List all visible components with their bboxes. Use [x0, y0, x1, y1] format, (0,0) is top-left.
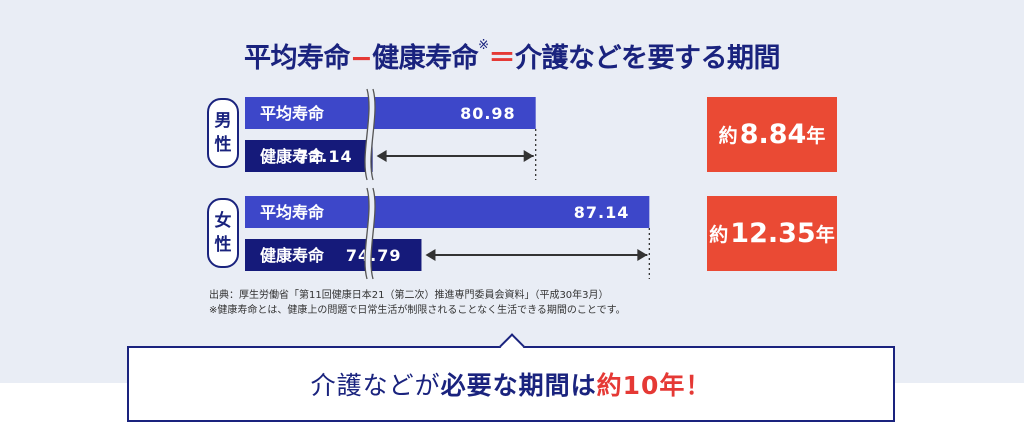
axis-break-band-0 [364, 89, 376, 180]
difference-box-male: 約 8.84 年 [707, 97, 837, 172]
title-equals: ＝ [488, 43, 516, 74]
difference-male-unit: 年 [806, 125, 826, 147]
title-note-mark: ※ [478, 38, 489, 53]
difference-arrow-head-right-0 [523, 150, 534, 162]
callout-part2: 必要な期間は [440, 371, 597, 400]
data-label-0-0: 80.98 [460, 104, 516, 123]
difference-arrow-head-left-0 [376, 150, 387, 162]
axis-break-line-b-1 [370, 187, 376, 280]
difference-male-value: 8.84 [739, 119, 807, 150]
definition-note: ※健康寿命とは、健康上の問題で日常生活が制限されることなく生活できる期間のことで… [209, 305, 626, 316]
gender-label-female: 女 性 [207, 198, 239, 268]
gender-male-bottom: 性 [214, 135, 232, 155]
bar-0-1 [245, 196, 650, 228]
conclusion-callout: 介護などが 必要な期間は 約10年！ [127, 346, 895, 422]
bar-series-label-0-1: 平均寿命 [260, 203, 325, 222]
axis-break-band-1 [364, 188, 376, 279]
difference-female-value: 12.35 [730, 218, 816, 249]
title-minus: − [349, 43, 373, 74]
difference-box-female: 約 12.35 年 [707, 196, 837, 271]
gender-label-male: 男 性 [207, 98, 239, 168]
difference-male-prefix: 約 [718, 125, 738, 147]
background-panel [0, 0, 1024, 383]
page-title: 平均寿命−健康寿命※＝介護などを要する期間 [0, 36, 1024, 75]
gender-female-bottom: 性 [214, 235, 232, 255]
title-part-healthy: 健康寿命 [372, 43, 479, 74]
bar-series-label-1-0: 健康寿命 [260, 147, 325, 166]
axis-break-line-a-1 [364, 187, 370, 280]
data-label-1-0: 72.14 [297, 147, 353, 166]
data-label-0-1: 87.14 [574, 203, 630, 222]
bar-0-0 [245, 97, 536, 129]
gender-female-top: 女 [214, 211, 232, 231]
axis-break-line-b-0 [370, 88, 376, 181]
bar-series-label-0-0: 平均寿命 [260, 104, 325, 123]
difference-arrow-head-right-1 [637, 249, 648, 261]
bar-1-1 [245, 239, 422, 271]
difference-female-unit: 年 [815, 224, 835, 246]
data-label-1-1: 74.79 [346, 246, 402, 265]
source-note: 出典：厚生労働省「第11回健康日本21（第二次）推進専門委員会資料」（平成30年… [209, 290, 609, 301]
axis-break-line-a-0 [364, 88, 370, 181]
gender-male-top: 男 [214, 111, 232, 131]
bar-1-0 [245, 140, 373, 172]
callout-part1: 介護などが [310, 371, 441, 400]
difference-arrow-head-left-1 [425, 249, 436, 261]
footnotes: 出典：厚生労働省「第11回健康日本21（第二次）推進専門委員会資料」（平成30年… [209, 288, 626, 318]
title-part-care: 介護などを要する期間 [515, 43, 781, 74]
bar-series-label-1-1: 健康寿命 [260, 246, 325, 265]
title-part-average: 平均寿命 [243, 43, 351, 74]
callout-part3: 約10年！ [596, 371, 712, 400]
difference-female-prefix: 約 [709, 224, 729, 246]
